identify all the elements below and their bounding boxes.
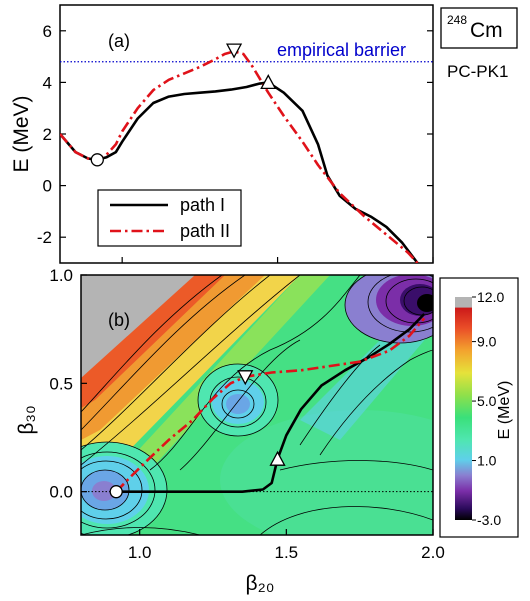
panel-b-y-tick-label: 0.0: [49, 483, 73, 502]
panel-b-frame: [80, 274, 434, 536]
panel-a-x-ticks: [121, 257, 434, 263]
nucleus-symbol: Cm: [470, 19, 503, 42]
panel-a-series: [60, 50, 419, 263]
colorbar-tick-label: 12.0: [477, 289, 504, 305]
panel-a-markers: [90, 43, 277, 167]
contour-lines: [81, 275, 433, 535]
nucleus-tag-box: [440, 7, 518, 49]
panel-a-marker-circle: [90, 153, 104, 167]
panel-a-line-path-1: [60, 81, 419, 263]
panel-b-x-tick-label: 2.0: [421, 543, 445, 562]
panel-b-line-path-1: [116, 313, 426, 494]
panel-b-x-tick-label: 1.0: [128, 543, 152, 562]
panel-b-x-tick-label: 1.5: [275, 543, 299, 562]
legend: path I path II: [97, 189, 242, 247]
panel-a-y-label: E (MeV): [10, 95, 33, 172]
panel-b: 0.0 0.5 1.0 1.0 1.5 2.0 (b) β₃₀ β₂₀ 12.0 9.0 5…: [15, 266, 519, 595]
panel-a-marker-triangle-down: [225, 43, 243, 59]
colorbar-ticks: 12.0 9.0 5.0 1.0 -3.0: [472, 289, 504, 528]
colorbar-label: E (MeV): [496, 381, 513, 440]
energy-surface: [81, 275, 433, 535]
panel-a-y-tick-label: 4: [43, 73, 52, 92]
panel-b-marker-circle: [109, 485, 123, 499]
colorbar-gradient: [455, 297, 472, 520]
legend-box: [97, 189, 242, 247]
panel-b-markers: [109, 370, 286, 499]
nucleus-tag: 248 Cm PC-PK1: [440, 7, 518, 81]
legend-label-path-1: path I: [180, 195, 225, 215]
model-label: PC-PK1: [447, 62, 508, 81]
panel-a: -2 0 2 4 6 (a) empirical barrier E (MeV) pat…: [10, 4, 434, 264]
colorbar-tick-label: 5.0: [477, 393, 497, 409]
panel-a-line-path-2: [60, 50, 419, 263]
panel-b-y-tick-label: 1.0: [49, 266, 73, 285]
panel-a-y-tick-label: 6: [43, 22, 52, 41]
nucleus-mass-number: 248: [447, 13, 467, 27]
colorbar-frame: [439, 277, 519, 538]
legend-label-path-2: path II: [180, 221, 230, 241]
empirical-barrier-label: empirical barrier: [277, 40, 406, 60]
colorbar-tick-label: -3.0: [477, 512, 501, 528]
panel-b-marker-triangle-up: [269, 450, 286, 466]
colorbar: 12.0 9.0 5.0 1.0 -3.0 E (MeV): [439, 277, 519, 538]
panel-b-y-axis: 0.0 0.5 1.0: [49, 266, 87, 502]
panel-b-x-label: β₂₀: [246, 572, 275, 595]
panel-a-y-tick-label: 2: [43, 125, 52, 144]
colorbar-tick-label: 1.0: [477, 453, 497, 469]
panel-b-y-tick-label: 0.5: [49, 374, 73, 393]
colorbar-tick-label: 9.0: [477, 334, 497, 350]
panel-a-label: (a): [108, 31, 130, 51]
panel-b-y-label: β₃₀: [15, 405, 38, 434]
panel-a-marker-triangle-up: [260, 74, 277, 90]
panel-b-label: (b): [108, 310, 130, 330]
panel-b-marker-triangle-down: [237, 370, 254, 386]
panel-a-y-tick-label: 0: [43, 177, 52, 196]
panel-b-x-axis: 1.0 1.5 2.0: [128, 529, 445, 562]
panel-a-y-axis: -2 0 2 4 6: [37, 22, 433, 247]
panel-a-y-tick-label: -2: [37, 228, 52, 247]
